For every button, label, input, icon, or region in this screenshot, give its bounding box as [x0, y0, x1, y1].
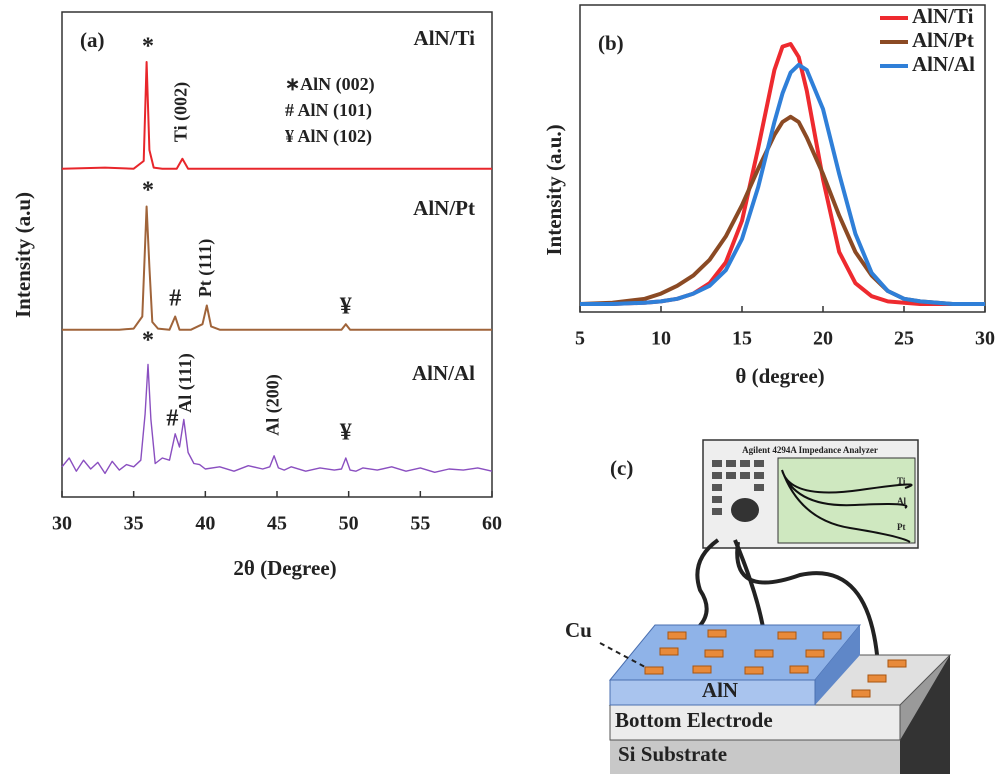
peak-label: ¥	[340, 420, 352, 446]
x-tick-label: 45	[267, 513, 287, 535]
x-tick-label: 15	[732, 328, 752, 350]
note: ¥ AlN (102)	[285, 126, 372, 147]
cu-pads	[644, 629, 907, 698]
note: # AlN (101)	[285, 100, 372, 121]
cu-label: Cu	[565, 618, 592, 642]
x-tick-label: 25	[894, 328, 914, 350]
panel-label: (a)	[80, 28, 105, 52]
series-label: AlN/Al	[412, 361, 475, 385]
screen-label: Pt	[897, 522, 906, 532]
peak-label: Al (111)	[175, 353, 196, 413]
screen	[777, 457, 916, 544]
peak-label: #	[169, 286, 181, 312]
x-tick-label: 10	[651, 328, 671, 350]
xrd-line	[61, 363, 493, 475]
peak-label: Al (200)	[262, 374, 283, 436]
substrate	[610, 740, 900, 774]
y-label: Intensity (a.u.)	[542, 124, 566, 255]
substrate-label: Si Substrate	[618, 742, 727, 766]
knob	[731, 498, 759, 522]
panel-label: (b)	[598, 31, 624, 55]
peak-label: Ti (002)	[171, 82, 192, 142]
curve	[580, 62, 985, 306]
aln-layer	[609, 679, 816, 706]
x-tick-label: 40	[195, 513, 215, 535]
peak-label: Pt (111)	[195, 239, 216, 298]
x-tick-label: 5	[575, 328, 585, 350]
x-tick-label: 50	[339, 513, 359, 535]
x-tick-label: 35	[124, 513, 144, 535]
series-label: AlN/Ti	[414, 26, 476, 50]
x-tick-label: 60	[482, 513, 502, 535]
peak-label: #	[166, 406, 178, 432]
x-tick-label: 20	[813, 328, 833, 350]
peak-label: *	[142, 328, 154, 354]
diagram: (c) Agilent 4294A Impedance Analyzer Ti …	[565, 439, 952, 774]
screen-curves	[781, 469, 913, 543]
screen-label: Al	[897, 496, 906, 506]
substrate-side	[900, 655, 950, 774]
frame-b	[579, 4, 986, 313]
peak-label: *	[142, 34, 154, 60]
peak-label: *	[142, 178, 154, 204]
legend-label: AlN/Pt	[912, 28, 974, 52]
legend-label: AlN/Ti	[912, 4, 974, 28]
x-label: 2θ (Degree)	[233, 556, 336, 580]
panel-label: (c)	[610, 456, 633, 480]
keypad	[712, 460, 764, 515]
aln-label: AlN	[702, 678, 738, 702]
xrd-line	[61, 61, 492, 170]
legend-label: AlN/Al	[912, 52, 975, 76]
curve	[579, 114, 985, 306]
wire	[735, 541, 880, 666]
x-tick-label: 55	[410, 513, 430, 535]
aln-side	[815, 625, 860, 705]
instrument-label: Agilent 4294A Impedance Analyzer	[742, 445, 878, 455]
screen-label: Ti	[897, 476, 906, 486]
x-tick-label: 30	[52, 513, 72, 535]
x-label: θ (degree)	[735, 364, 824, 388]
note: ∗AlN (002)	[285, 74, 375, 95]
peak-label: ¥	[340, 294, 352, 320]
y-label: Intensity (a.u)	[11, 192, 35, 318]
electrode	[609, 704, 901, 741]
electrode-label: Bottom Electrode	[615, 708, 773, 732]
x-tick-label: 30	[975, 328, 995, 350]
series-label: AlN/Pt	[413, 196, 475, 220]
xrd-line	[62, 205, 492, 331]
curve	[580, 42, 985, 306]
